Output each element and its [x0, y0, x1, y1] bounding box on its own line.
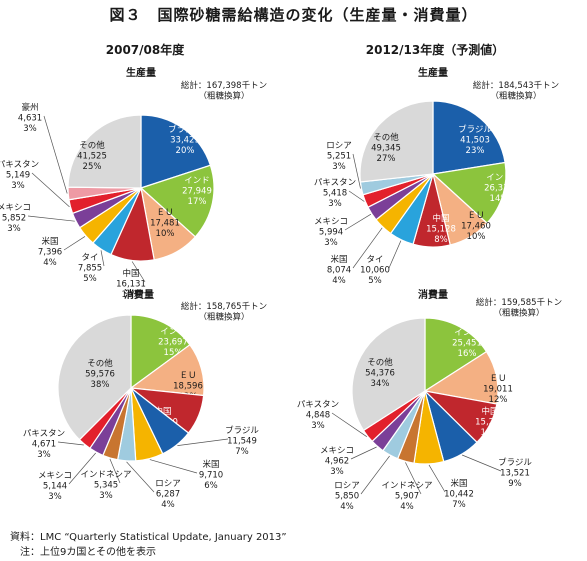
source-note: 資料：LMC “Quarterly Statistical Update, Ja…	[10, 532, 287, 543]
slice-label-2007-production-china: 中国 16,131 10%	[116, 268, 146, 300]
slice-label-2007-production-brazil: ブラジル 33,429 20%	[168, 124, 202, 156]
pie-slice-2007-production-india	[139, 164, 215, 238]
leader-line-2012-consumption-brazil	[461, 454, 502, 472]
leader-line-2007-production-mexico	[27, 215, 75, 222]
total-label-2012-production: 総計：184,543千トン（粗糖換算）	[473, 80, 559, 102]
slice-label-2012-consumption-mexico: メキシコ 4,962 3%	[320, 446, 354, 477]
leader-line-2012-production-pakistan	[348, 190, 365, 202]
slice-label-2007-consumption-others: その他 59,576 38%	[85, 358, 115, 390]
leader-line-2012-production-mexico	[344, 213, 372, 231]
slice-label-2007-production-usa: 米国 7,396 4%	[38, 236, 62, 268]
pie-title-2007-production: 生産量	[126, 66, 156, 79]
slice-label-2007-consumption-usa: 米国 9,710 6%	[199, 459, 223, 491]
pie-slice-2012-production-others	[359, 100, 434, 183]
slice-label-2007-production-australia: 豪州 4,631 3%	[18, 102, 42, 134]
leader-line-2007-production-usa	[63, 236, 86, 251]
pie-title-2007-consumption: 消費量	[124, 288, 154, 301]
slice-label-2007-consumption-india: インド 23,697 15%	[158, 327, 188, 358]
leader-line-2007-production-thailand	[100, 250, 105, 267]
leader-line-2007-consumption-pakistan	[57, 441, 84, 446]
slice-label-2007-production-india: インド 27,949 17%	[182, 176, 212, 207]
pie-slice-2007-consumption-others	[57, 314, 132, 441]
leader-line-2012-consumption-usa	[428, 464, 446, 493]
leader-line-2007-production-pakistan	[31, 172, 70, 208]
figure-title: 図３ 国際砂糖需給構造の変化（生産量・消費量）	[109, 6, 478, 24]
leader-line-2012-production-russia	[352, 153, 361, 189]
leader-line-2007-consumption-brazil	[177, 438, 229, 446]
pie-slice-2007-consumption-india	[130, 314, 191, 390]
slice-label-2012-production-india: インド 26,310 14%	[484, 173, 514, 204]
pie-title-2012-production: 生産量	[418, 66, 448, 79]
slice-label-2012-consumption-russia: ロシア 5,850 4%	[334, 481, 360, 512]
slice-label-2007-production-mexico: メキシコ 5,852 3%	[0, 203, 31, 234]
slice-label-2007-consumption-pakistan: パキスタン 4,671 3%	[23, 429, 65, 460]
slice-label-2007-production-pakistan: パキスタン 5,149 3%	[0, 160, 39, 191]
slice-label-2012-consumption-indonesia: インドネシア 5,907 4%	[381, 481, 432, 512]
slice-label-2007-consumption-russia: ロシア 6,287 4%	[155, 479, 181, 510]
slice-label-2012-consumption-india: インド 25,451 16%	[452, 328, 482, 359]
pie-slice-2012-production-brazil	[432, 100, 506, 175]
pie-slice-2012-consumption-india	[424, 317, 488, 393]
pie-slice-2012-production-india	[431, 161, 507, 224]
leader-line-2007-consumption-indonesia	[109, 458, 121, 484]
slice-label-2012-production-russia: ロシア 5,251 3%	[326, 141, 352, 172]
leader-line-2012-consumption-mexico	[350, 446, 377, 460]
slice-label-2012-production-brazil: ブラジル 41,503 23%	[458, 124, 492, 156]
column-title-2012: 2012/13年度（予測値）	[365, 43, 505, 57]
slice-label-2012-production-pakistan: パキスタン 5,418 3%	[314, 178, 356, 209]
column-title-2007: 2007/08年度	[105, 43, 185, 57]
leader-line-2012-consumption-pakistan	[331, 412, 367, 437]
pie-slice-2012-consumption-others	[351, 317, 426, 432]
slice-label-2012-production-mexico: メキシコ 5,994 3%	[314, 217, 348, 248]
footnote: 注：上位9カ国とその他を表示	[20, 547, 157, 558]
slice-label-2007-consumption-mexico: メキシコ 5,144 3%	[38, 471, 72, 502]
total-label-2007-consumption: 総計：158,765千トン（粗糖換算）	[181, 301, 267, 323]
leader-line-2012-consumption-indonesia	[405, 462, 422, 495]
leader-line-2007-production-china	[131, 261, 146, 283]
slice-label-2007-production-others: その他 41,525 25%	[77, 140, 107, 172]
slice-label-2012-consumption-eu: ＥＵ 19,011 12%	[483, 374, 513, 405]
slice-label-2012-production-china: 中国 15,128 8%	[426, 213, 456, 245]
total-label-2007-production: 総計：167,398千トン（粗糖換算）	[181, 80, 267, 102]
leader-line-2007-consumption-russia	[126, 461, 155, 493]
slice-label-2007-consumption-indonesia: インドネシア 5,345 3%	[80, 470, 131, 501]
slice-label-2012-consumption-others: その他 54,376 34%	[365, 357, 395, 389]
leader-line-2007-consumption-mexico	[68, 452, 96, 485]
leader-line-2007-production-australia	[43, 115, 68, 194]
total-label-2012-consumption: 総計：159,585千トン（粗糖換算）	[476, 297, 562, 319]
slice-label-2007-production-thailand: タイ 7,855 5%	[78, 253, 102, 284]
slice-label-2012-production-thailand: タイ 10,060 5%	[360, 255, 390, 286]
slice-label-2012-consumption-brazil: ブラジル 13,521 9%	[498, 457, 532, 489]
pie-slice-2007-production-brazil	[140, 114, 212, 189]
leader-line-2012-production-thailand	[388, 240, 402, 269]
leader-line-2007-consumption-usa	[149, 459, 198, 474]
slice-label-2012-production-usa: 米国 8,074 4%	[327, 254, 351, 286]
slice-label-2007-production-eu: ＥＵ 17,481 10%	[150, 208, 180, 239]
slice-label-2012-production-eu: ＥＵ 17,460 10%	[461, 211, 491, 242]
slice-label-2007-consumption-brazil: ブラジル 11,549 7%	[225, 425, 259, 457]
leader-line-2012-production-usa	[352, 227, 383, 269]
slice-label-2012-consumption-usa: 米国 10,442 7%	[444, 478, 474, 510]
slice-label-2012-consumption-pakistan: パキスタン 4,848 3%	[297, 400, 339, 431]
pie-title-2012-consumption: 消費量	[418, 288, 448, 301]
pie-slice-2007-production-others	[67, 114, 142, 189]
leader-line-2012-consumption-russia	[360, 455, 390, 495]
slice-label-2012-consumption-china: 中国 15,218 10%	[475, 406, 505, 438]
slice-label-2012-production-others: その他 49,345 27%	[371, 132, 401, 164]
